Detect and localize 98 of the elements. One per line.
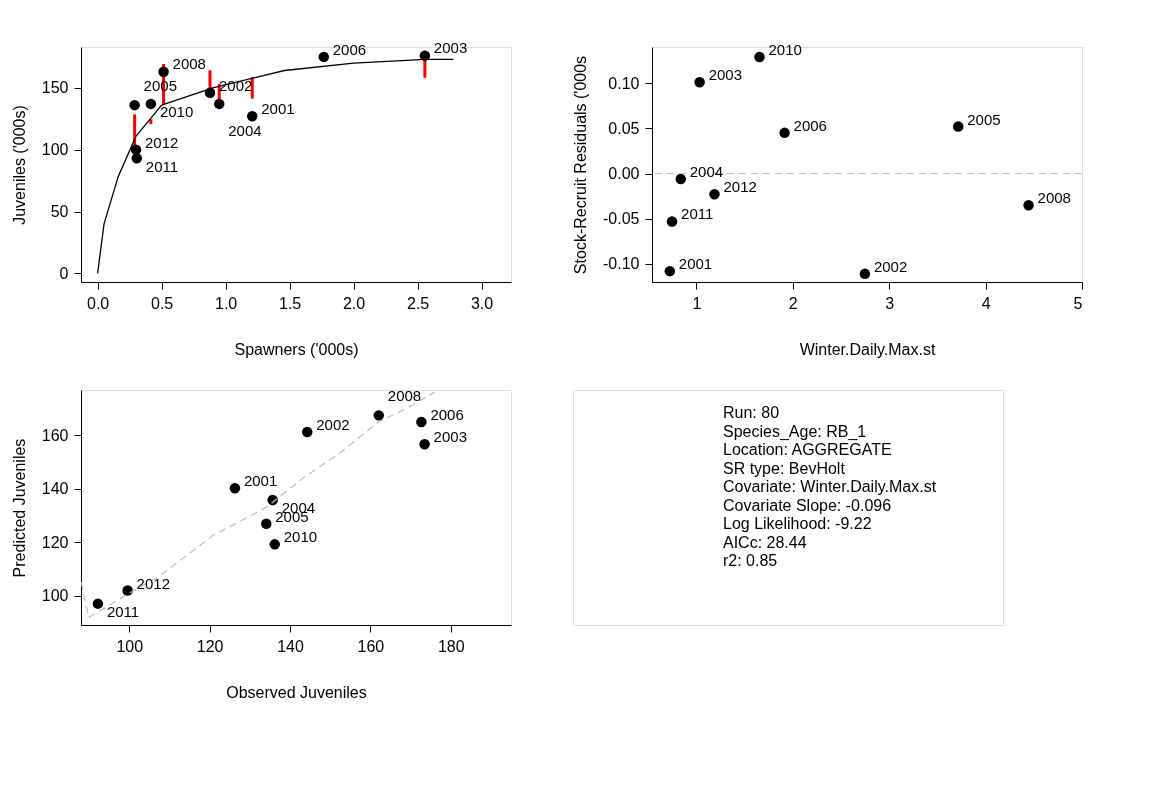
point xyxy=(229,483,241,494)
x-tick-label: 0.5 xyxy=(151,294,174,312)
x-tick-label: 0.0 xyxy=(87,294,110,312)
annotation: 2011 xyxy=(145,157,179,175)
x-tick-label: 3.0 xyxy=(470,294,494,312)
text: AICc: 28.44 xyxy=(723,533,807,551)
text: SR type: BevHolt xyxy=(723,459,846,477)
annotation: 2012 xyxy=(136,574,170,592)
annotation: 2012 xyxy=(723,178,757,196)
point xyxy=(213,98,225,110)
point xyxy=(709,189,720,200)
annotation: 2002 xyxy=(873,257,908,275)
y-axis-title: Stock-Recruit Residuals ('000s xyxy=(572,55,590,275)
x-tick-label: 100 xyxy=(116,637,144,655)
x-tick-label: 140 xyxy=(277,637,304,655)
x-axis-title: Observed Juveniles xyxy=(226,683,367,701)
text: r2: 0.85 xyxy=(723,552,778,569)
annotation: 2004 xyxy=(689,162,724,180)
text: Log Likelihood: -9.22 xyxy=(723,515,872,532)
y-tick-label: -0.10 xyxy=(603,255,640,273)
annotation: 2002 xyxy=(316,415,350,433)
annotation: 2010 xyxy=(283,528,318,546)
annotation: 2003 xyxy=(433,428,467,446)
annotation: 2008 xyxy=(387,387,422,405)
point xyxy=(318,51,330,63)
annotation: 2003 xyxy=(433,39,468,57)
annotation: 2010 xyxy=(768,40,802,58)
x-tick-label: 2.5 xyxy=(406,294,430,312)
x-axis-title: Spawners ('000s) xyxy=(234,340,359,358)
point xyxy=(129,99,140,111)
x-tick-label: 4 xyxy=(981,294,991,312)
point xyxy=(754,51,765,63)
point xyxy=(92,598,104,609)
y-tick-label: 150 xyxy=(41,79,69,97)
annotation: 2010 xyxy=(159,102,194,120)
point xyxy=(1023,199,1034,211)
point xyxy=(246,111,258,122)
text: Species_Age: RB_1 xyxy=(723,422,867,441)
annotation: 2012 xyxy=(145,133,179,151)
x-tick-label: 2 xyxy=(788,294,798,312)
annotation: 2001 xyxy=(261,99,295,117)
point xyxy=(666,216,678,227)
point xyxy=(859,268,871,280)
point xyxy=(416,416,427,428)
point xyxy=(952,121,964,132)
y-tick-label: 50 xyxy=(50,203,69,220)
point xyxy=(302,426,313,438)
x-tick-label: 1 xyxy=(692,294,702,312)
x-tick-label: 5 xyxy=(1073,294,1083,312)
point xyxy=(158,66,169,77)
annotation: 2011 xyxy=(681,205,714,223)
point xyxy=(694,77,705,88)
y-tick-label: 100 xyxy=(41,587,69,605)
x-tick-label: 2.0 xyxy=(342,294,366,312)
annotation: 2006 xyxy=(430,406,464,424)
y-tick-label: 140 xyxy=(41,480,69,498)
text: Covariate: Winter.Daily.Max.st xyxy=(723,478,937,495)
annotation: 2011 xyxy=(106,602,140,620)
text: Covariate Slope: -0.096 xyxy=(723,496,892,514)
x-tick-label: 180 xyxy=(437,637,465,655)
y-axis-title: Juveniles ('000s) xyxy=(10,105,28,225)
point xyxy=(261,518,272,530)
annotation: 2008 xyxy=(1037,189,1071,207)
y-axis-title: Predicted Juveniles xyxy=(10,438,28,578)
point xyxy=(664,265,676,277)
y-tick-label: 0.10 xyxy=(608,74,640,92)
annotation: 2006 xyxy=(793,116,827,134)
y-tick-label: 120 xyxy=(41,533,69,551)
annotation: 2008 xyxy=(172,55,206,73)
x-tick-label: 1.5 xyxy=(278,294,302,312)
point xyxy=(269,539,280,550)
point xyxy=(122,585,133,596)
y-tick-label: -0.05 xyxy=(603,210,640,228)
text: Run: 80 xyxy=(723,404,780,421)
point xyxy=(779,127,790,139)
y-tick-label: 0.05 xyxy=(608,119,640,137)
y-tick-label: 160 xyxy=(41,426,69,444)
y-tick-label: 0 xyxy=(59,264,69,282)
annotation: 2003 xyxy=(708,66,742,84)
annotation: 2004 xyxy=(228,122,262,140)
x-tick-label: 160 xyxy=(357,637,385,655)
text: Location: AGGREGATE xyxy=(723,441,892,458)
annotation: 2006 xyxy=(332,41,367,59)
annotation: 2001 xyxy=(243,472,278,490)
annotation: 2005 xyxy=(967,110,1001,128)
x-tick-label: 1.0 xyxy=(214,294,238,312)
y-tick-label: 100 xyxy=(41,141,69,159)
point xyxy=(419,50,431,61)
point xyxy=(419,438,430,450)
point xyxy=(675,173,686,185)
x-axis-title: Winter.Daily.Max.st xyxy=(799,340,936,358)
point xyxy=(145,98,157,110)
x-tick-label: 3 xyxy=(885,294,895,312)
y-tick-label: 0.00 xyxy=(608,165,640,183)
annotation: 2001 xyxy=(678,255,713,273)
point xyxy=(131,153,143,164)
x-tick-label: 120 xyxy=(196,637,224,655)
point xyxy=(373,410,385,421)
